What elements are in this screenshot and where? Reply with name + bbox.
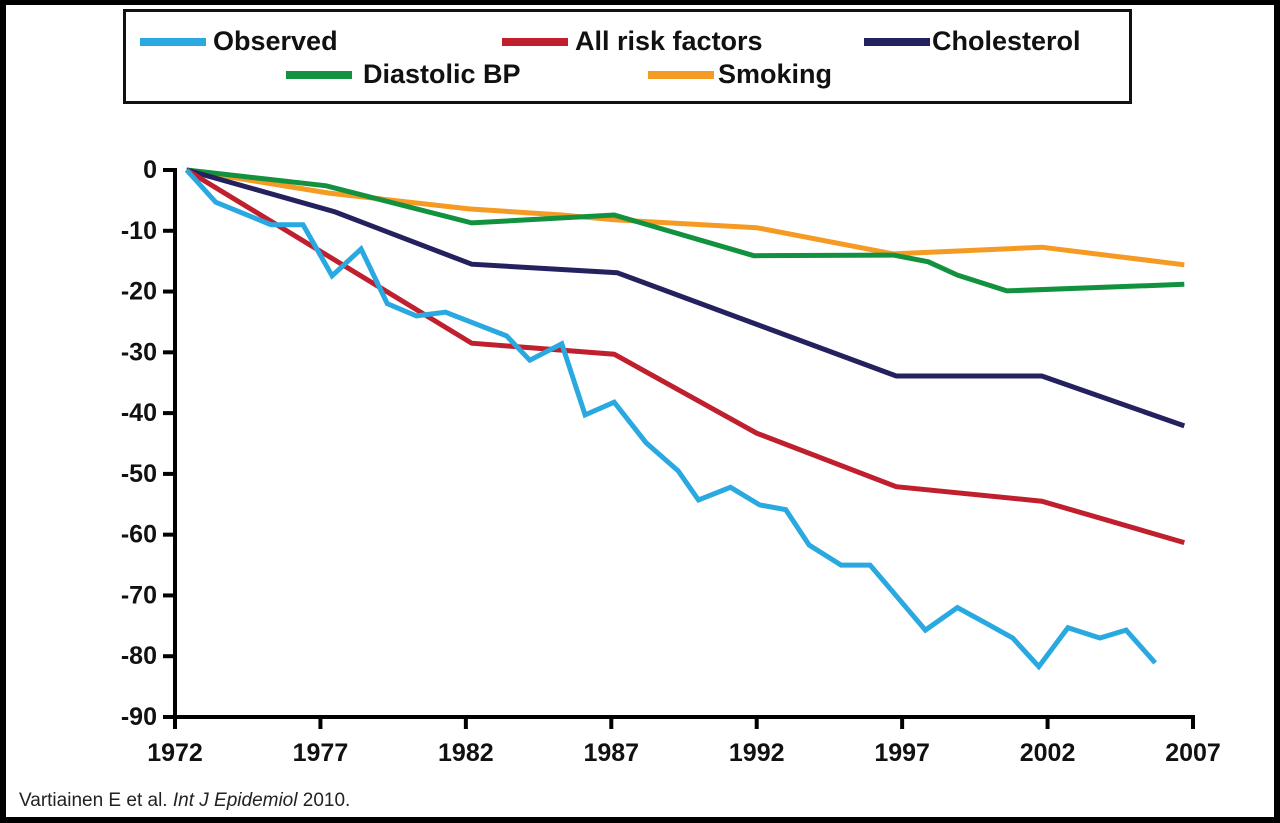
series-line-observed [184, 168, 1158, 671]
y-tick-label: -90 [121, 703, 157, 731]
x-tick-label: 2007 [1165, 739, 1221, 767]
citation-year: 2010. [297, 790, 351, 811]
x-tick-label: 1987 [583, 739, 639, 767]
y-tick-label: -40 [121, 399, 157, 427]
citation: Vartiainen E et al. Int J Epidemiol 2010… [19, 790, 350, 812]
y-tick-label: -50 [121, 460, 157, 488]
legend-swatch-all-risk-factors [502, 37, 568, 46]
legend-label: Smoking [718, 59, 833, 89]
series-layer [184, 167, 1186, 671]
axes-layer: 0 -10 -20 -30 -40 -50 -60 -70 -80 -90 1972 1977 1982… [121, 156, 1221, 767]
x-tick-label: 1992 [729, 739, 785, 767]
legend-label: Observed [213, 26, 338, 56]
series-line-cholesterol [185, 167, 1186, 429]
legend-swatch-smoking [648, 70, 714, 79]
x-tick-label: 2002 [1020, 739, 1076, 767]
y-tick-label: -80 [121, 642, 157, 670]
x-tick-label: 1972 [147, 739, 203, 767]
series-line-all-risk-factors [185, 167, 1185, 546]
series-line-diastolic-bp [186, 167, 1185, 294]
legend-item-all-risk-factors: All risk factors [502, 26, 763, 57]
citation-authors: Vartiainen E et al. [19, 790, 173, 811]
y-tick-label: 0 [143, 156, 157, 184]
legend-item-diastolic-bp: Diastolic BP [286, 59, 521, 90]
y-tick-label: -10 [121, 217, 157, 245]
y-tick-label: -20 [121, 278, 157, 306]
x-tick-label: 1977 [293, 739, 349, 767]
citation-journal: Int J Epidemiol [172, 790, 298, 811]
y-tick-label: -70 [121, 581, 157, 609]
legend-label: Cholesterol [932, 26, 1081, 56]
legend-swatch-diastolic-bp [286, 70, 352, 79]
legend-swatch-cholesterol [864, 37, 930, 46]
chart-legend: Observed All risk factors Cholesterol Di… [123, 9, 1132, 104]
x-tick-label: 1982 [438, 739, 494, 767]
slide-background [6, 5, 1274, 817]
legend-item-smoking: Smoking [648, 59, 832, 90]
legend-label: Diastolic BP [363, 59, 521, 89]
series-line-smoking [186, 167, 1185, 268]
legend-item-observed: Observed [140, 26, 338, 57]
legend-item-cholesterol: Cholesterol [864, 26, 1081, 57]
x-tick-label: 1997 [874, 739, 930, 767]
legend-label: All risk factors [575, 26, 763, 56]
y-tick-label: -30 [121, 338, 157, 366]
legend-swatch-observed [140, 37, 206, 46]
y-tick-label: -60 [121, 521, 157, 549]
